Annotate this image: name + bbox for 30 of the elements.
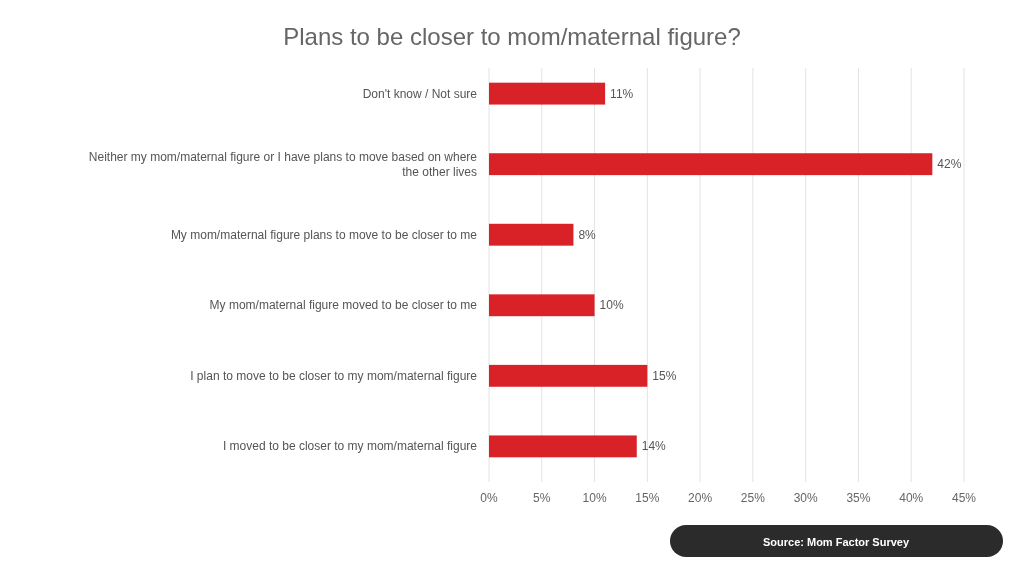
y-tick-label: I moved to be closer to my mom/maternal figure	[222, 439, 478, 454]
y-tick-label: My mom/maternal figure plans to move to be closer to me	[170, 227, 478, 242]
y-tick-label: I plan to move to be closer to my mom/maternal figure	[190, 368, 478, 383]
x-tick-label: 35%	[846, 491, 871, 505]
data-label: 42%	[937, 157, 962, 172]
data-label: 8%	[578, 227, 597, 242]
bar	[489, 223, 574, 246]
chart-title: Plans to be closer to mom/maternal figure?	[283, 23, 741, 50]
x-tick-label: 40%	[899, 491, 924, 505]
x-tick-label: 5%	[533, 491, 551, 505]
x-tick-label: 25%	[740, 491, 766, 505]
x-tick-label: 45%	[951, 491, 977, 505]
data-label: 11%	[610, 86, 634, 101]
y-tick-label: Don't know / Not sure	[362, 86, 478, 101]
x-tick-label: 20%	[688, 491, 713, 505]
data-label: 10%	[599, 298, 624, 313]
x-tick-label: 15%	[635, 491, 660, 505]
x-tick-label: 10%	[582, 491, 607, 505]
data-label: 15%	[652, 368, 677, 383]
bar	[489, 364, 648, 387]
bar	[489, 294, 595, 317]
bar	[489, 153, 933, 176]
y-tick-label: My mom/maternal figure moved to be closer to me	[209, 298, 478, 313]
source-note: Source: Mom Factor Survey	[762, 536, 910, 548]
x-tick-label: 30%	[793, 491, 818, 505]
x-tick-label: 0%	[480, 491, 498, 505]
y-tick-label: Neither my mom/maternal figure or I have plans to move based on where the other lives	[88, 149, 478, 179]
bar	[489, 82, 606, 105]
bar	[489, 435, 637, 458]
data-label: 14%	[641, 439, 667, 454]
